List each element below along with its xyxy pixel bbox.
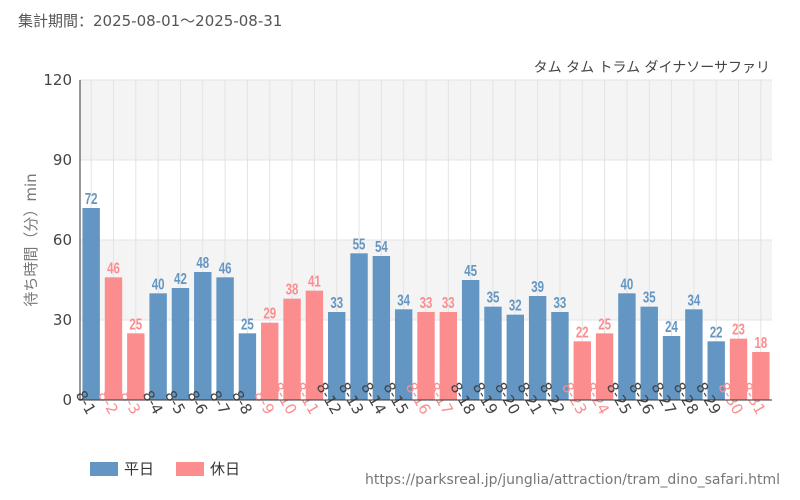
legend-swatch-holiday <box>176 461 205 476</box>
bar-holiday <box>573 341 591 400</box>
data-label: 33 <box>330 294 343 311</box>
data-label: 32 <box>509 297 522 314</box>
data-label: 55 <box>353 236 366 253</box>
bar-weekday <box>194 272 212 400</box>
data-label: 72 <box>85 190 98 207</box>
y-tick-label: 90 <box>53 151 72 169</box>
bar-weekday <box>350 253 368 400</box>
period-label: 集計期間：2025-08-01～2025-08-31 <box>18 12 283 30</box>
bars-group <box>82 208 770 400</box>
x-tick-labels: 8-18-28-38-48-58-68-78-88-98-108-118-128… <box>72 379 770 417</box>
bar-weekday <box>394 309 413 400</box>
data-label: 25 <box>129 316 142 333</box>
data-label: 33 <box>442 294 455 311</box>
data-label: 54 <box>375 238 388 255</box>
data-label: 29 <box>263 305 276 322</box>
legend-label-holiday: 休日 <box>210 460 241 478</box>
bar-holiday <box>283 298 301 400</box>
y-tick-label: 60 <box>53 231 72 249</box>
y-tick-label: 0 <box>62 391 72 409</box>
bar-holiday <box>595 333 614 400</box>
bar-weekday <box>707 341 725 400</box>
bar-holiday <box>417 312 435 400</box>
bar-holiday <box>305 290 324 400</box>
legend-label-weekday: 平日 <box>124 460 155 478</box>
data-labels-group: 72 46 25 40 42 48 46 25 29 38 41 33 55 54 34 33 33 45 35 32… <box>85 190 768 351</box>
bar-weekday <box>662 336 681 400</box>
bar-weekday <box>528 296 547 400</box>
bar-weekday <box>506 314 524 400</box>
data-label: 22 <box>710 324 723 341</box>
bar-holiday <box>261 322 279 400</box>
data-label: 25 <box>598 316 611 333</box>
data-label: 22 <box>576 324 589 341</box>
bar-weekday <box>685 309 703 400</box>
data-label: 40 <box>621 276 634 293</box>
bar-holiday <box>729 338 748 400</box>
data-label: 18 <box>754 334 767 351</box>
data-label: 38 <box>286 281 299 298</box>
data-label: 46 <box>107 260 120 277</box>
bar-weekday <box>216 277 234 400</box>
data-label: 33 <box>420 294 433 311</box>
data-label: 41 <box>308 273 321 290</box>
bar-holiday <box>439 312 458 400</box>
data-label: 34 <box>397 292 410 309</box>
legend: 平日 休日 <box>90 458 240 479</box>
data-label: 34 <box>687 292 700 309</box>
data-label: 48 <box>196 254 209 271</box>
bar-weekday <box>82 208 100 400</box>
legend-item-weekday: 平日 <box>90 458 154 479</box>
data-label: 42 <box>174 270 187 287</box>
bar-holiday <box>104 277 123 400</box>
source-url: https://parksreal.jp/junglia/attraction/… <box>364 472 780 488</box>
data-label: 23 <box>732 321 745 338</box>
bar-holiday <box>752 352 770 400</box>
bar-weekday <box>551 312 569 400</box>
bar-weekday <box>640 306 658 400</box>
legend-item-holiday: 休日 <box>176 458 240 479</box>
legend-swatch-weekday <box>90 461 118 476</box>
data-label: 45 <box>464 262 477 279</box>
data-label: 40 <box>152 276 165 293</box>
bar-weekday <box>484 306 502 400</box>
data-label: 24 <box>665 318 678 335</box>
bar-weekday <box>461 280 480 400</box>
bar-weekday <box>328 312 346 400</box>
data-label: 33 <box>554 294 567 311</box>
y-tick-label: 120 <box>43 71 72 89</box>
y-axis-label: 待ち時間（分）min <box>22 173 40 306</box>
data-label: 35 <box>487 289 500 306</box>
data-label: 35 <box>643 289 656 306</box>
bar-weekday <box>238 333 257 400</box>
data-label: 25 <box>241 316 254 333</box>
bar-weekday <box>149 293 167 400</box>
chart-title: タム タム トラム ダイナソーサファリ <box>534 60 770 76</box>
data-label: 39 <box>531 278 544 295</box>
data-label: 46 <box>219 260 232 277</box>
bar-weekday <box>372 256 391 400</box>
bar-holiday <box>127 333 145 400</box>
bar-weekday <box>171 288 190 400</box>
y-tick-label: 30 <box>53 311 72 329</box>
bar-weekday <box>618 293 636 400</box>
y-tick-labels: 0 30 60 90 120 <box>43 71 72 409</box>
